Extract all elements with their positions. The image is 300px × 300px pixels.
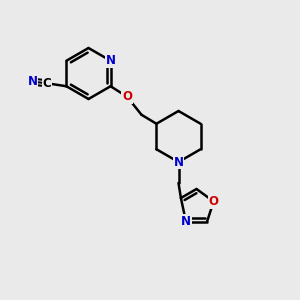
Text: O: O <box>122 90 132 103</box>
Text: N: N <box>106 54 116 67</box>
Text: O: O <box>208 195 219 208</box>
Text: C: C <box>43 77 51 90</box>
Text: N: N <box>173 155 184 169</box>
Text: N: N <box>181 215 191 228</box>
Text: N: N <box>28 75 38 88</box>
